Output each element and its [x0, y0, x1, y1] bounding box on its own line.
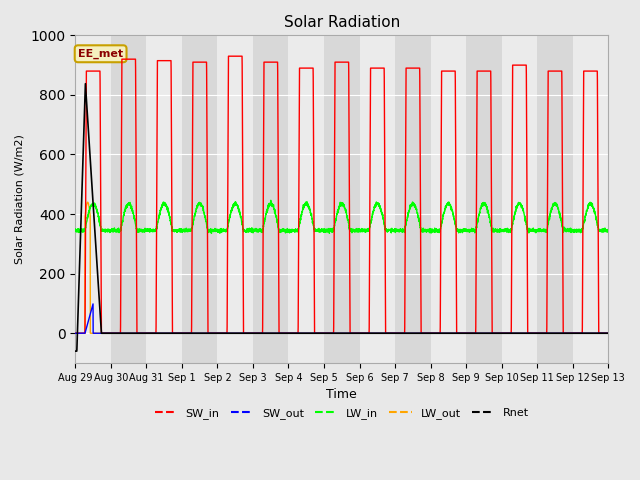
LW_in	[604, 228, 611, 233]
Bar	[147, 36, 182, 363]
SW_in	[604, 330, 612, 336]
Rnet	[461, 330, 469, 336]
Line: Rnet: Rnet	[76, 84, 608, 351]
SW_in	[225, 53, 232, 59]
LW_out	[461, 330, 469, 336]
LW_in	[167, 221, 175, 227]
Legend: SW_in, SW_out, LW_in, LW_out, Rnet: SW_in, SW_out, LW_in, LW_out, Rnet	[150, 403, 533, 423]
SW_in	[72, 330, 79, 336]
Line: SW_in: SW_in	[76, 56, 608, 333]
SW_in	[322, 330, 330, 336]
LW_in	[207, 230, 215, 236]
SW_out	[461, 330, 469, 336]
LW_out	[322, 330, 330, 336]
Bar	[466, 36, 502, 363]
Rnet	[492, 330, 499, 336]
Bar	[360, 36, 395, 363]
Title: Solar Radiation: Solar Radiation	[284, 15, 400, 30]
SW_out	[492, 330, 499, 336]
SW_in	[604, 330, 611, 336]
SW_in	[461, 330, 469, 336]
SW_out	[322, 330, 330, 336]
Bar	[537, 36, 573, 363]
Bar	[111, 36, 147, 363]
Bar	[324, 36, 360, 363]
Text: EE_met: EE_met	[78, 48, 123, 59]
Line: LW_in: LW_in	[76, 200, 608, 233]
LW_out	[492, 330, 499, 336]
SW_out	[604, 330, 611, 336]
Bar	[395, 36, 431, 363]
LW_in	[604, 227, 612, 232]
LW_in	[72, 226, 79, 232]
Line: SW_out: SW_out	[76, 304, 608, 333]
LW_out	[168, 330, 175, 336]
SW_in	[492, 330, 499, 336]
Rnet	[604, 330, 611, 336]
LW_out	[604, 330, 612, 336]
Bar	[182, 36, 218, 363]
LW_out	[84, 199, 92, 205]
LW_in	[322, 228, 330, 233]
Y-axis label: Solar Radiation (W/m2): Solar Radiation (W/m2)	[15, 134, 25, 264]
LW_out	[432, 330, 440, 336]
LW_in	[461, 228, 469, 233]
Bar	[289, 36, 324, 363]
Rnet	[432, 330, 440, 336]
Rnet	[604, 330, 612, 336]
Rnet	[81, 81, 89, 86]
SW_in	[167, 67, 175, 73]
Bar	[218, 36, 253, 363]
Bar	[253, 36, 289, 363]
SW_out	[89, 301, 97, 307]
Rnet	[168, 330, 175, 336]
X-axis label: Time: Time	[326, 388, 357, 401]
SW_out	[604, 330, 612, 336]
Bar	[76, 36, 111, 363]
SW_out	[168, 330, 175, 336]
SW_out	[72, 330, 79, 336]
SW_in	[432, 330, 440, 336]
LW_out	[604, 330, 611, 336]
LW_in	[432, 228, 440, 234]
Line: LW_out: LW_out	[76, 202, 608, 333]
LW_out	[72, 330, 79, 336]
Bar	[573, 36, 608, 363]
SW_out	[432, 330, 440, 336]
LW_in	[267, 197, 275, 203]
Bar	[502, 36, 537, 363]
LW_in	[492, 227, 499, 232]
Rnet	[72, 348, 79, 354]
Rnet	[322, 330, 330, 336]
Bar	[431, 36, 466, 363]
